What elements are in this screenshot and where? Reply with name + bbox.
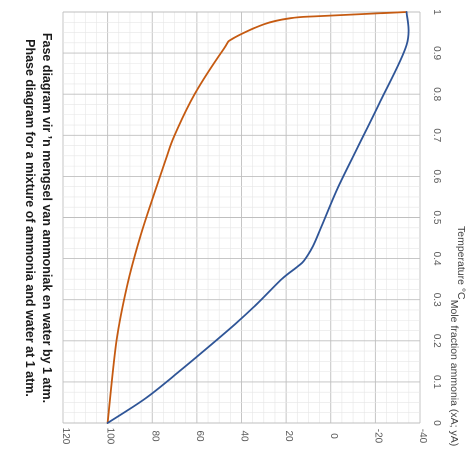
y-tick-label: 0.7 [431,128,442,142]
grid-lines [62,11,421,424]
series-layer [106,11,410,424]
y-axis-label: Mole fraction ammonia (xA; yA) [448,300,460,446]
x-tick-label: 40 [239,430,250,442]
y-tick-label: 0.1 [431,375,442,389]
y-tick-label: 0.9 [431,46,442,60]
y-tick-label: 0 [431,420,442,426]
x-axis-label: Temperature °C [455,226,467,300]
y-tick-label: 0.6 [431,169,442,183]
series-line-1 [106,11,408,424]
y-tick-label: 0.8 [431,87,442,101]
y-tick-labels: 0 0.1 0.2 0.3 0.4 0.5 0.6 0.7 0.8 0.9 1 [431,9,442,426]
x-tick-label: 120 [60,428,71,445]
y-tick-label: 1 [431,9,442,15]
x-tick-label: 60 [194,430,205,442]
y-tick-label: 0.4 [431,252,442,266]
x-tick-label: 100 [105,428,116,445]
y-tick-label: 0.5 [431,211,442,225]
x-tick-label: 20 [283,430,294,442]
x-tick-label: 80 [149,430,160,442]
chart-title-line-1: Phase diagram for a mixture of ammonia a… [23,39,37,397]
x-tick-label: -40 [417,429,428,444]
series-line-2 [106,11,410,424]
x-tick-label: -20 [372,429,383,444]
y-tick-label: 0.3 [431,293,442,307]
y-tick-label: 0.2 [431,334,442,348]
x-tick-labels: 120 100 80 60 40 20 0 -20 -40 [60,428,428,445]
chart-title-line-2: Fase diagram vir ’n mengsel van ammoniak… [40,33,54,403]
x-tick-label: 0 [328,433,339,439]
